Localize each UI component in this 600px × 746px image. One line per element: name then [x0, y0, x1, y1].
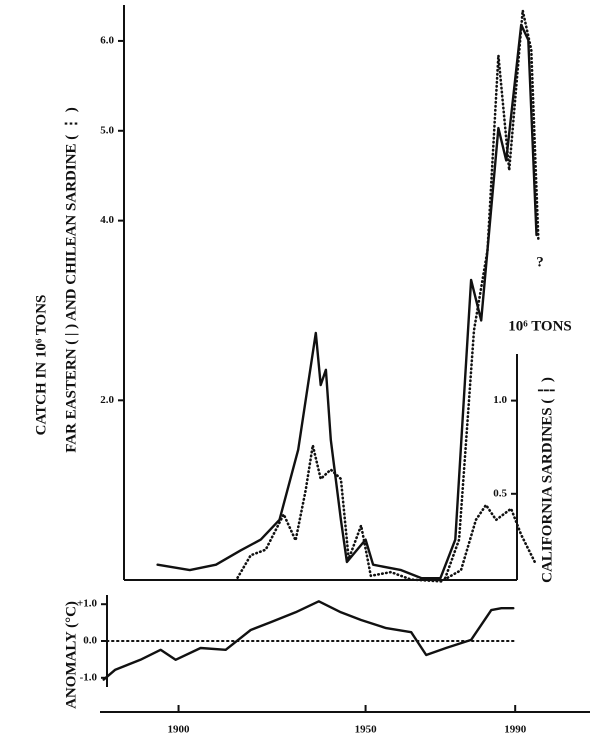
y2-tick-label: 0.5 — [493, 487, 507, 499]
y-axis-title: CATCH IN 10⁶ TONS — [33, 295, 49, 436]
x-tick-label: 1900 — [168, 724, 191, 736]
series-line — [102, 600, 515, 681]
y2-tick-label: 1.0 — [493, 394, 507, 406]
y-tick-label: 2.0 — [100, 394, 114, 406]
y-axis-title: ANOMALY (°C) — [63, 601, 79, 709]
series-line — [156, 23, 538, 580]
y-tick-label: 6.0 — [100, 34, 114, 46]
y-tick-label: 4.0 — [100, 214, 114, 226]
y-tick-label: 0.0 — [83, 635, 97, 647]
annotation: ? — [536, 254, 544, 270]
y-tick-label: +1.0 — [77, 598, 98, 610]
x-tick-label: 1990 — [504, 724, 527, 736]
series-line — [443, 9, 540, 580]
y2-axis-unit: 10⁶ TONS — [508, 318, 572, 334]
x-tick-label: 1950 — [355, 724, 378, 736]
series-line — [236, 444, 538, 583]
y-axis-title: FAR EASTERN ( | ) AND CHILEAN SARDINE ( … — [63, 107, 79, 453]
y-tick-label: 5.0 — [100, 124, 114, 136]
y2-axis-title: CALIFORNIA SARDINES ( ┆ ) — [537, 377, 555, 583]
y-tick-label: -1.0 — [80, 671, 98, 683]
